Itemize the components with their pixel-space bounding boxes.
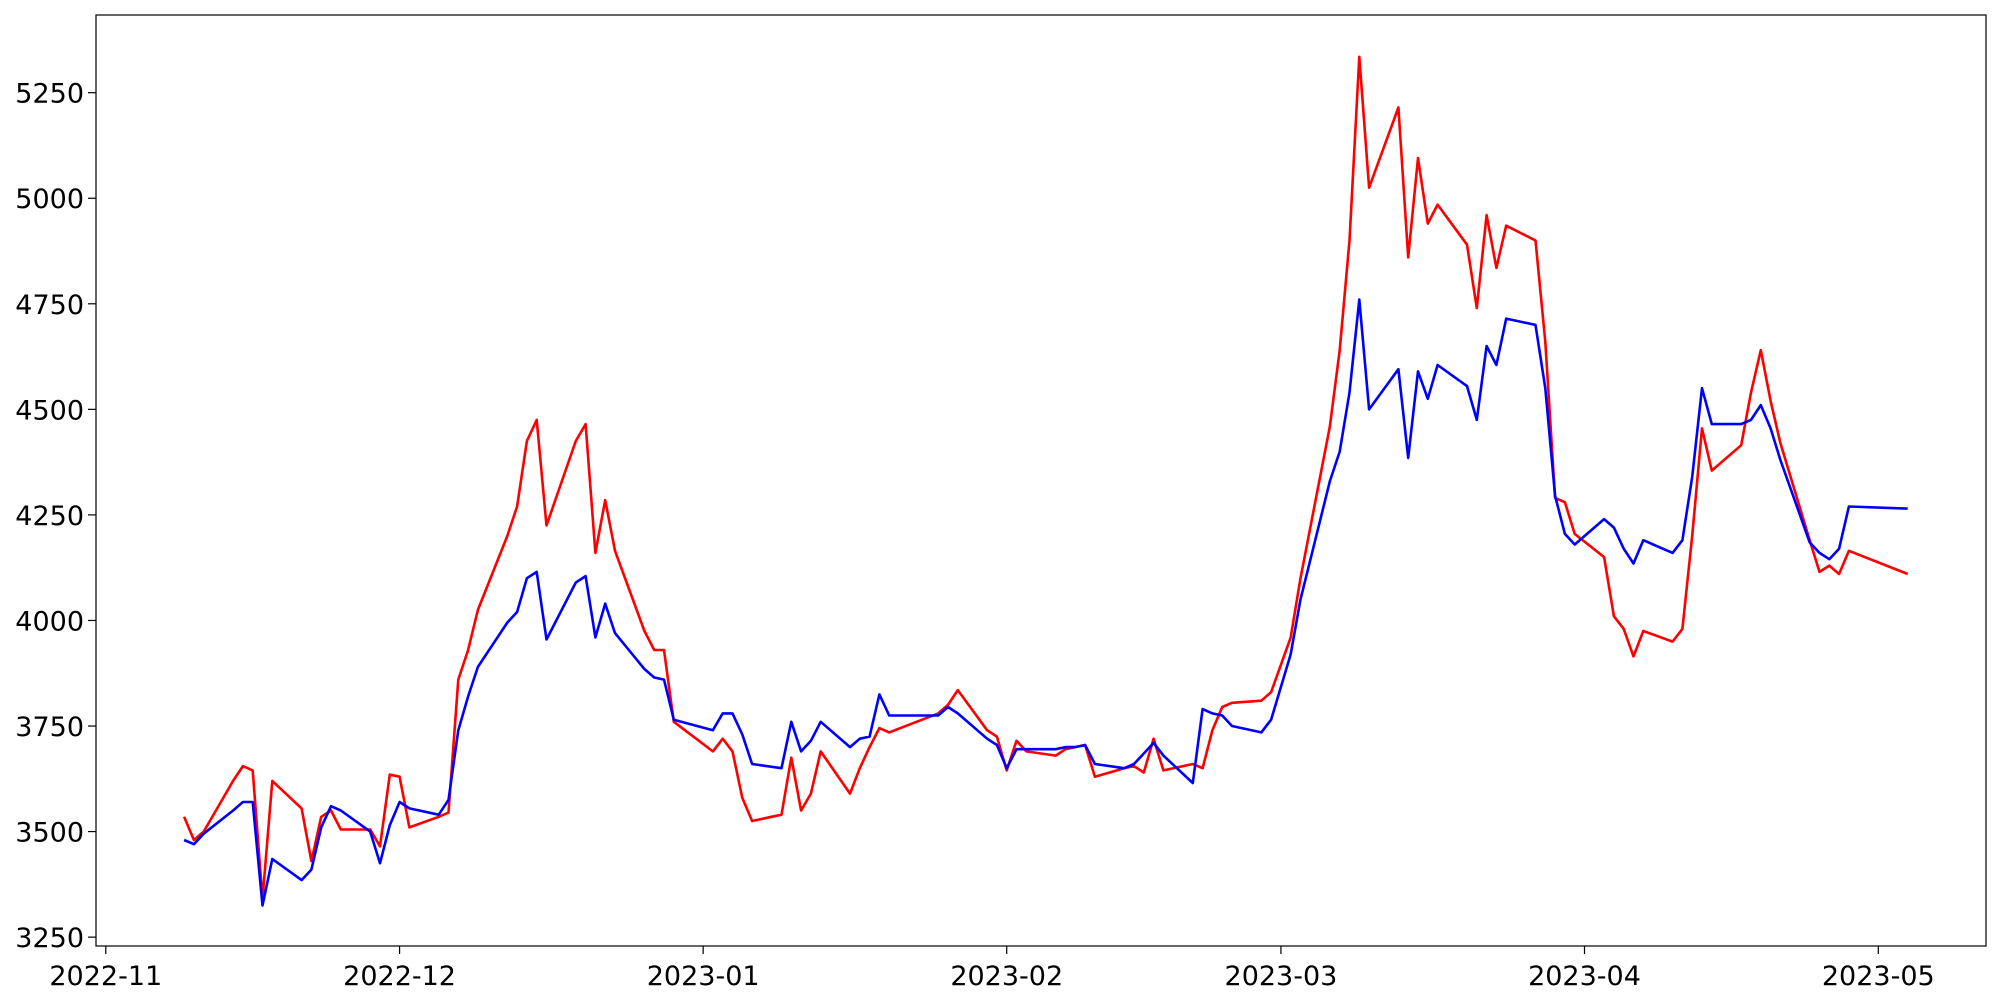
x-tick-label: 2022-12	[343, 961, 456, 992]
y-tick-label: 4500	[15, 395, 84, 426]
series-line	[182, 55, 1909, 901]
plot-frame	[95, 14, 1987, 947]
y-tick-label: 4750	[15, 290, 84, 321]
x-tick-label: 2023-03	[1225, 961, 1338, 992]
series-line	[183, 298, 1908, 907]
y-tick-label: 3500	[15, 818, 84, 849]
y-tick-label: 4000	[15, 606, 84, 637]
x-tick-label: 2023-02	[950, 961, 1063, 992]
y-tick-label: 3750	[15, 712, 84, 743]
x-tick-label: 2023-05	[1822, 961, 1935, 992]
y-tick-label: 4250	[15, 501, 84, 532]
x-tick-label: 2023-01	[647, 961, 760, 992]
x-tick-label: 2023-04	[1528, 961, 1641, 992]
y-tick-label: 3250	[15, 923, 84, 954]
y-tick-label: 5000	[15, 184, 84, 215]
x-tick-label: 2022-11	[49, 961, 162, 992]
y-tick-label: 5250	[15, 79, 84, 110]
